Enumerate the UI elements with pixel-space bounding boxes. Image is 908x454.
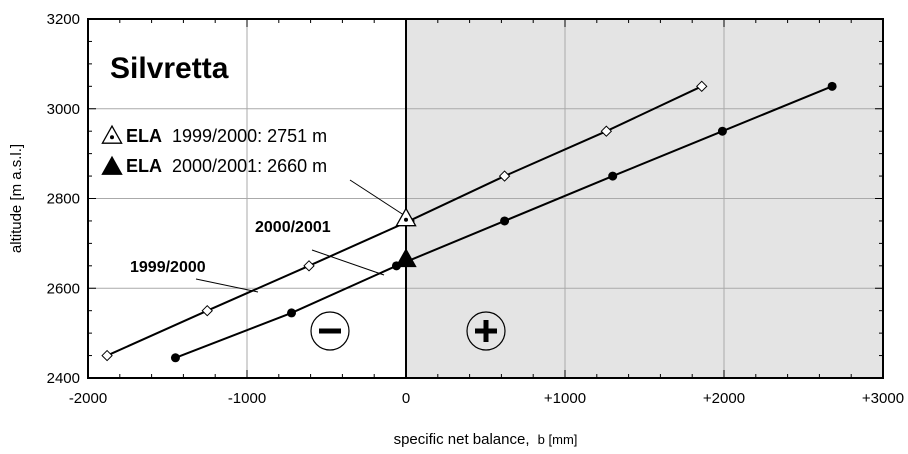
callout-1999-2000-label: 1999/2000: [130, 259, 206, 276]
ela-2000-2001-text: 2000/2001: 2660 m: [172, 156, 327, 176]
data-point-1999-2000: [303, 260, 315, 272]
x-tick-label: -1000: [228, 390, 266, 407]
y-tick-label: 2600: [47, 280, 80, 297]
data-point-2000-2001: [287, 308, 297, 318]
x-tick-label: -2000: [69, 390, 107, 407]
y-tick-label: 3200: [47, 11, 80, 28]
ela-2000-2001-label: ELA 2000/2001: 2660 m: [126, 156, 327, 176]
y-tick-label: 2400: [47, 370, 80, 387]
ela-1999-2000-marker-dot: [404, 217, 408, 222]
data-point-2000-2001: [500, 216, 510, 226]
data-point-1999-2000: [101, 349, 113, 362]
x-axis-label-main: specific net balance,: [394, 431, 530, 448]
data-point-1999-2000: [498, 170, 511, 182]
x-tick-label: +1000: [544, 390, 586, 407]
legend-filled-triangle: [101, 155, 123, 175]
data-point-2000-2001: [170, 353, 180, 363]
grid-lines: [88, 19, 883, 378]
y-tick-label: 3000: [47, 101, 80, 118]
x-axis-label-var: b [mm]: [538, 432, 578, 447]
sign-vertical-bar: [483, 320, 489, 342]
legend-open-triangle-dot: [110, 135, 114, 140]
ela-1999-2000-marker: [395, 207, 417, 227]
series-layer: [101, 80, 837, 363]
ela-open-triangle-icon: [101, 124, 123, 144]
x-axis-label: specific net balance, b [mm]: [394, 431, 578, 448]
callout-1999-2000-leader: [195, 278, 259, 293]
data-point-1999-2000: [201, 304, 213, 317]
ela-1999-2000-label: ELA 1999/2000: 2751 m: [126, 126, 327, 146]
data-point-2000-2001: [608, 171, 618, 181]
x-tick-label: +2000: [703, 390, 745, 407]
ela-leader-line: [349, 179, 404, 215]
data-point-1999-2000: [696, 80, 708, 93]
chart-title: Silvretta: [110, 52, 229, 85]
ela-1999-2000-text: 1999/2000: 2751 m: [172, 126, 327, 146]
sign-horizontal-bar: [319, 328, 341, 334]
ela-2000-2001-tag: ELA: [126, 156, 162, 176]
x-tick-label: +3000: [862, 390, 904, 407]
ela-1999-2000-tag: ELA: [126, 126, 162, 146]
ela-markers: [395, 207, 417, 268]
ela-legend: ELA 1999/2000: 2751 m ELA 2000/2001: 266…: [101, 124, 327, 176]
callout-2000-2001-label: 2000/2001: [255, 219, 331, 236]
minus-sign-icon: [310, 311, 350, 351]
legend-open-triangle: [101, 124, 123, 144]
ela-2000-2001-marker: [395, 248, 417, 268]
ela-filled-triangle-icon: [101, 155, 123, 175]
series-callouts: 1999/2000 2000/2001: [130, 179, 404, 293]
y-axis-label: altitude [m a.s.l.]: [8, 144, 25, 253]
y-tick-label: 2800: [47, 191, 80, 208]
data-point-2000-2001: [717, 126, 727, 136]
x-tick-label: 0: [402, 390, 410, 407]
data-point-1999-2000: [600, 125, 613, 137]
axis-ticks: -2000 -1000 0 +1000 +2000 +3000 2400 2600 2800 30…: [47, 11, 904, 407]
data-point-2000-2001: [827, 81, 837, 91]
callout-2000-2001-leader: [311, 249, 385, 276]
plus-sign-icon: [466, 311, 506, 351]
